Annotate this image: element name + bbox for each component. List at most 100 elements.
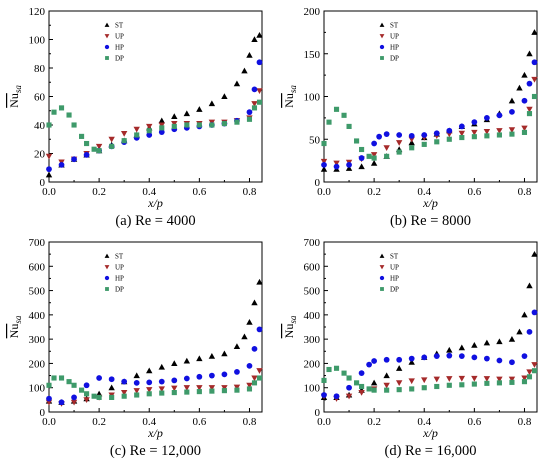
data-point: [346, 123, 352, 129]
data-point: [256, 368, 263, 374]
data-point: [46, 382, 52, 388]
x-axis-label: x/p: [422, 426, 438, 440]
data-point: [526, 50, 533, 57]
data-point: [109, 394, 115, 400]
y-tick-label: 300: [304, 334, 321, 346]
legend-item-hp: HP: [379, 275, 399, 283]
data-point: [409, 386, 415, 392]
data-point: [333, 393, 340, 400]
series-hp: [46, 326, 263, 406]
legend-item-hp: HP: [379, 44, 399, 52]
data-point: [221, 371, 228, 378]
chart-panel-2: 0.0 0.2 0.4 0.6 0.8 0 50 100 150 200 Nusa x/p (b) Re…: [282, 6, 538, 229]
data-point: [366, 361, 372, 368]
data-point: [221, 350, 228, 357]
plot-frame: [323, 10, 538, 183]
data-point: [66, 112, 72, 118]
y-tick-label: 100: [304, 383, 321, 395]
data-point: [531, 309, 538, 316]
data-point: [196, 355, 203, 362]
data-point: [46, 166, 52, 173]
data-point: [79, 387, 85, 393]
data-point: [233, 343, 241, 349]
data-point: [46, 122, 52, 128]
data-point: [184, 389, 190, 395]
data-point: [471, 375, 478, 382]
legend-item-hp: HP: [104, 44, 124, 52]
data-point: [84, 140, 90, 147]
legend-item-dp: DP: [105, 286, 124, 294]
data-point: [421, 385, 427, 391]
legend-item-hp: HP: [104, 275, 124, 283]
data-point: [256, 99, 263, 105]
data-point: [376, 133, 383, 140]
data-point: [354, 380, 360, 386]
data-point: [333, 106, 340, 112]
data-point: [383, 131, 390, 137]
data-point: [471, 354, 478, 361]
y-tick-label: 0: [40, 407, 46, 419]
data-point: [458, 375, 466, 382]
legend-item-st: ST: [379, 253, 399, 261]
data-point: [521, 311, 528, 318]
data-point: [120, 130, 128, 137]
data-point: [196, 106, 203, 112]
data-point: [321, 392, 327, 398]
data-point: [531, 93, 538, 100]
data-point: [45, 153, 53, 160]
y-axis-label: Nusa: [7, 85, 23, 108]
data-point: [370, 159, 378, 166]
x-axis-label: x/p: [147, 426, 163, 440]
data-point: [321, 377, 327, 383]
series-up: [320, 362, 538, 402]
series-st: [320, 29, 538, 172]
data-point: [256, 375, 263, 381]
data-point: [146, 123, 153, 130]
data-point: [146, 132, 153, 138]
legend-label: ST: [390, 22, 399, 30]
y-tick-label: 300: [29, 334, 46, 346]
x-axis-label: x/p: [422, 196, 438, 210]
chart-panel-3: 0.0 0.2 0.4 0.6 0.8 0 100 200 300 400 500 600 700 Nus…: [7, 237, 263, 459]
data-point: [459, 134, 465, 141]
y-tick-label: 20: [34, 149, 46, 161]
y-axis-label-subscript: sa: [13, 85, 23, 94]
data-point: [408, 132, 415, 139]
data-point: [421, 354, 428, 361]
x-tick-label: 0.6: [467, 416, 481, 428]
data-point: [395, 140, 403, 146]
data-point: [321, 140, 327, 147]
legend-marker: [379, 275, 385, 281]
data-point: [383, 372, 390, 379]
legend-item-up: UP: [379, 264, 399, 272]
data-point: [371, 155, 377, 161]
data-point: [421, 141, 427, 147]
x-tick-label: 0.2: [367, 416, 381, 428]
data-point: [246, 382, 253, 389]
data-point: [208, 352, 216, 359]
data-point: [526, 106, 533, 113]
data-point: [346, 375, 352, 381]
data-point: [134, 132, 140, 138]
series-up: [320, 76, 538, 167]
y-axis-label-subscript: sa: [13, 315, 23, 324]
data-point: [396, 356, 403, 363]
data-point: [383, 145, 390, 151]
series-hp: [321, 309, 538, 400]
data-point: [496, 380, 502, 386]
data-point: [408, 355, 415, 362]
plot-frame: [323, 241, 538, 413]
data-point: [146, 391, 152, 397]
data-point: [531, 368, 538, 374]
data-point: [251, 299, 258, 306]
data-point: [256, 32, 263, 38]
data-point: [146, 367, 153, 374]
data-point: [458, 344, 466, 351]
data-point: [333, 163, 340, 170]
legend-label: DP: [115, 286, 124, 294]
data-point: [158, 378, 165, 385]
data-point: [91, 393, 97, 399]
x-tick-label: 0.0: [42, 186, 56, 198]
legend-label: DP: [115, 55, 124, 63]
data-point: [434, 139, 440, 145]
